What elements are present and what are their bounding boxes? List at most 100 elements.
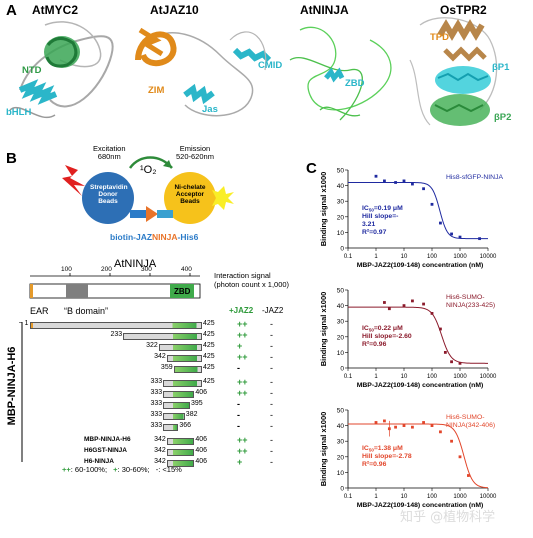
interaction-signal-header: Interaction signal (photon count x 1,000… xyxy=(214,271,290,289)
data-point xyxy=(439,221,442,225)
construct-start-label: 359 xyxy=(160,364,173,371)
x-tick-label: 1 xyxy=(374,254,378,260)
data-point xyxy=(430,312,434,315)
fit-annotation: IC50=0.19 μM xyxy=(362,205,403,213)
fit-curve xyxy=(348,181,488,240)
fit-curve xyxy=(348,423,489,489)
signal-minus-jaz2: - xyxy=(270,363,273,373)
donor-bead xyxy=(82,172,134,224)
signal-minus-jaz2: - xyxy=(270,341,273,351)
chart-title: NINJA(342-406) xyxy=(446,422,495,429)
data-point xyxy=(439,327,442,331)
y-axis-label: Binding signal x1000 xyxy=(319,292,328,367)
fit-annotation: R²=0.97 xyxy=(362,229,387,236)
structure-atninja xyxy=(289,26,392,121)
construct-name: H6GST-NINJA xyxy=(84,447,127,454)
legend-text-weak: : <15% xyxy=(158,465,182,474)
x-tick-label: 100 xyxy=(427,254,438,260)
data-point xyxy=(383,419,386,423)
panel-a-letter: A xyxy=(6,2,17,19)
construct-bar xyxy=(163,380,202,387)
y-tick-label: 20 xyxy=(337,334,345,341)
data-point xyxy=(402,424,406,427)
construct-end-label: 425 xyxy=(203,364,215,371)
data-point xyxy=(374,174,378,178)
construct-bar xyxy=(166,438,195,445)
signal-plus-jaz2: ++ xyxy=(237,319,248,329)
data-point xyxy=(387,307,391,311)
construct-row: 333 406 ++ - xyxy=(0,388,300,399)
fit-annotation: R²=0.96 xyxy=(362,341,387,348)
signal-plus-jaz2: - xyxy=(237,363,240,373)
y-tick-label: 10 xyxy=(337,350,345,357)
data-point xyxy=(402,304,406,307)
signal-plus-jaz2: - xyxy=(237,410,240,420)
data-point xyxy=(422,187,425,191)
x-axis-label: MBP-JAZ2(109-148) concentration (nM) xyxy=(357,262,484,269)
data-point xyxy=(450,360,453,364)
signal-legend: ++: 60-100%; +: 30-60%; -: <15% xyxy=(62,465,182,474)
ear-label: EAR xyxy=(30,306,49,316)
y-tick-label: 0 xyxy=(340,486,344,493)
label-cmid: CMID xyxy=(258,60,283,71)
signal-plus-jaz2: ++ xyxy=(237,377,248,387)
data-point xyxy=(411,425,414,429)
structure-title-atninja: AtNINJA xyxy=(300,3,349,17)
label-bp1: βP1 xyxy=(492,62,510,73)
y-tick-label: 30 xyxy=(337,319,345,326)
construct-end-label: 406 xyxy=(195,389,208,396)
fit-annotation: IC50=0.22 μM xyxy=(362,325,403,333)
structure-title-atmyc2: AtMYC2 xyxy=(32,3,79,17)
construct-bar xyxy=(163,402,190,409)
label-jas: Jas xyxy=(202,104,218,115)
y-axis-label: Binding signal x1000 xyxy=(319,172,328,247)
y-tick-label: 10 xyxy=(337,230,345,237)
signal-plus-jaz2: - xyxy=(237,421,240,431)
data-point xyxy=(450,439,453,443)
construct-end-label: 425 xyxy=(203,353,215,360)
legend-sym-medium: + xyxy=(113,465,118,474)
construct-name: MBP-NINJA-H6 xyxy=(84,436,131,443)
x-tick-label: 10000 xyxy=(480,254,497,260)
acceptor-bead-label: Ni-chelate Acceptor Beads xyxy=(174,184,206,205)
y-tick-label: 20 xyxy=(337,454,345,461)
construct-row: 359 425 - - xyxy=(0,363,300,374)
construct-row: 342 H6GST-NINJA 406 ++ - xyxy=(0,446,300,457)
construct-row: 1 425 ++ - xyxy=(0,319,300,330)
y-tick-label: 40 xyxy=(337,303,345,310)
construct-start-label: 342 xyxy=(154,458,166,465)
signal-minus-jaz2: - xyxy=(270,446,273,456)
y-tick-label: 30 xyxy=(337,199,345,206)
construct-part-ninja: NINJA xyxy=(152,232,178,242)
construct-bar xyxy=(166,460,195,467)
data-point xyxy=(458,235,462,239)
fit-annotation: R²=0.96 xyxy=(362,461,387,468)
construct-bar xyxy=(166,449,195,456)
x-tick-label: 100 xyxy=(427,494,438,500)
data-point xyxy=(383,179,386,183)
construct-bar xyxy=(163,424,179,431)
structure-ostpr2 xyxy=(409,17,498,126)
construct-end-label: 406 xyxy=(195,447,208,454)
data-point xyxy=(450,232,453,236)
data-point xyxy=(411,182,414,186)
fit-annotation: Hill slope=- xyxy=(362,213,398,220)
structure-title-ostpr2: OsTPR2 xyxy=(440,3,487,17)
construct-start-label: 333 xyxy=(150,389,163,396)
signal-plus-jaz2: + xyxy=(237,341,243,351)
construct-end-label: 395 xyxy=(191,400,203,407)
y-tick-label: 40 xyxy=(337,423,345,430)
fit-annotation: 3.21 xyxy=(362,221,375,228)
construct-end-label: 406 xyxy=(195,436,208,443)
construct-bar xyxy=(173,366,202,373)
construct-start-label: 333 xyxy=(150,400,163,407)
x-tick-label: 0.1 xyxy=(344,254,353,260)
construct-part-his6: -His6 xyxy=(177,232,199,242)
excitation-label: Excitation 680nm xyxy=(93,144,126,161)
alphascreen-schematic xyxy=(62,156,234,224)
signal-plus-jaz2: ++ xyxy=(237,352,248,362)
y-axis-label: Binding signal x1000 xyxy=(319,412,328,487)
signal-plus-jaz2: ++ xyxy=(237,446,248,456)
fit-curve xyxy=(348,306,488,364)
legend-sym-weak: - xyxy=(155,465,159,474)
